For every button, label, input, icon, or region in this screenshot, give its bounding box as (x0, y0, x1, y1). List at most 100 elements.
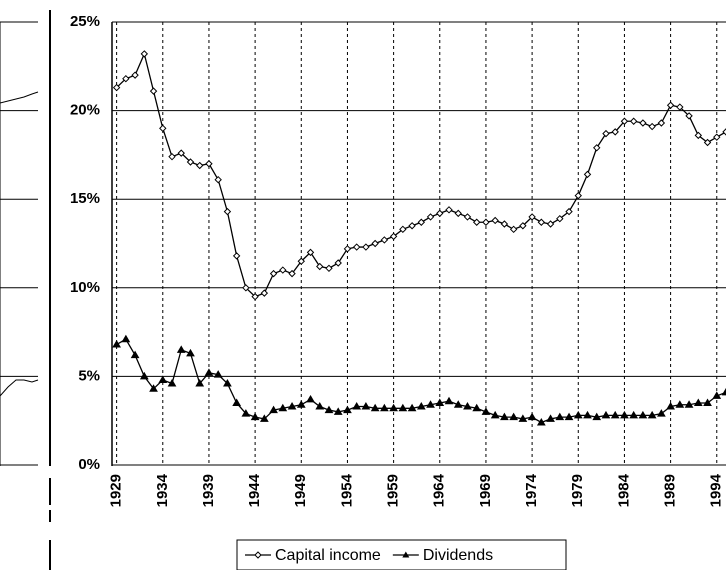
point (656, 409, 666, 417)
point (177, 149, 185, 157)
point (602, 129, 610, 138)
point (288, 269, 296, 278)
point (324, 405, 334, 414)
point (121, 334, 131, 343)
point (666, 101, 675, 109)
point (333, 407, 343, 415)
point (112, 340, 121, 348)
point (186, 348, 195, 357)
point (131, 71, 139, 79)
point (167, 378, 177, 387)
point (112, 83, 121, 92)
legend-marker (254, 551, 262, 559)
point (168, 152, 176, 161)
point (629, 410, 639, 419)
point (399, 225, 407, 234)
point (472, 403, 482, 412)
point (435, 398, 445, 406)
point (296, 400, 306, 408)
point (583, 170, 592, 179)
y-tick-label: 5% (78, 367, 100, 384)
point (564, 412, 574, 421)
point (389, 232, 398, 241)
point (555, 412, 565, 421)
point (408, 222, 416, 230)
point (712, 391, 722, 399)
x-tick-label: 1984 (615, 473, 632, 507)
point (149, 87, 158, 95)
legend-label: Capital income (275, 547, 381, 564)
point (232, 398, 242, 406)
point (509, 225, 518, 234)
point (657, 119, 666, 127)
x-tick-label: 1959 (385, 474, 402, 507)
point (620, 410, 629, 419)
point (684, 400, 694, 408)
point (195, 378, 205, 387)
x-tick-label: 1964 (431, 473, 448, 507)
y-tick-label: 10% (70, 279, 100, 296)
point (287, 402, 297, 410)
point (343, 405, 352, 414)
point (176, 345, 186, 353)
point (528, 213, 536, 221)
point (500, 412, 509, 421)
x-tick-label: 1929 (108, 474, 125, 507)
point (371, 239, 379, 248)
point (213, 370, 223, 378)
point (279, 266, 287, 274)
point (675, 400, 685, 408)
point (186, 158, 195, 166)
point (223, 207, 232, 216)
point (693, 398, 703, 406)
x-tick-label: 1949 (292, 474, 309, 507)
point (380, 236, 389, 244)
point (361, 402, 371, 410)
point (454, 209, 462, 218)
legend-label: Dividends (423, 547, 493, 564)
point (676, 103, 684, 111)
point (518, 414, 528, 422)
point (139, 371, 149, 380)
point (242, 284, 250, 292)
point (158, 375, 168, 383)
point (482, 218, 490, 226)
point (389, 403, 398, 412)
point (694, 131, 703, 140)
legend-marker (402, 551, 410, 558)
point (685, 112, 693, 120)
point (556, 214, 564, 223)
point (546, 220, 555, 228)
series-line (116, 51, 726, 298)
point (721, 387, 726, 396)
point (259, 414, 269, 422)
point (509, 412, 519, 421)
point (130, 350, 140, 359)
point (490, 410, 500, 419)
point (306, 394, 315, 403)
point (426, 213, 435, 221)
point (325, 264, 333, 273)
point (278, 403, 288, 412)
x-tick-label: 1939 (200, 474, 217, 507)
y-tick-label: 25% (70, 13, 100, 30)
point (232, 252, 241, 260)
x-tick-label: 1994 (708, 473, 725, 507)
x-tick-label: 1934 (154, 473, 171, 507)
point (592, 412, 602, 421)
point (527, 412, 537, 421)
point (149, 384, 158, 392)
point (223, 378, 232, 387)
point (122, 74, 130, 83)
x-tick-label: 1989 (662, 474, 679, 507)
point (463, 402, 472, 410)
point (500, 220, 509, 228)
point (370, 403, 380, 412)
point (573, 410, 583, 419)
point (472, 218, 481, 226)
point (214, 176, 222, 184)
point (537, 218, 546, 226)
point (204, 368, 214, 376)
point (546, 414, 555, 422)
